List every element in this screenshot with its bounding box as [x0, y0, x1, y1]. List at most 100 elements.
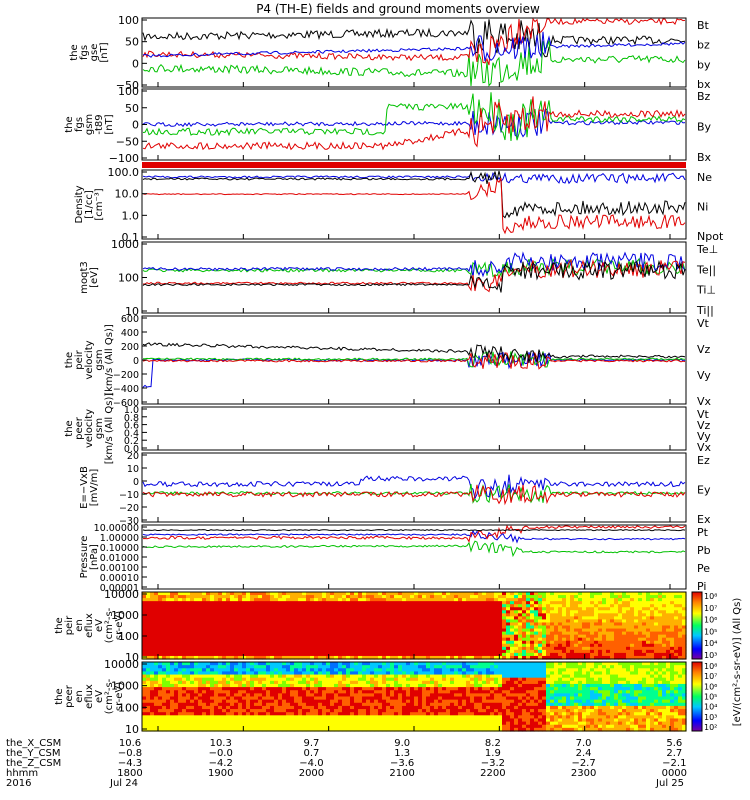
spectrogram-cell: [274, 705, 279, 710]
spectrogram-cell: [506, 619, 511, 624]
spectrogram-cell: [682, 619, 687, 624]
spectrogram-cell: [546, 592, 551, 596]
spectrogram-cell: [218, 683, 223, 688]
spectrogram-cell: [434, 616, 439, 621]
spectrogram-cell: [202, 601, 207, 605]
spectrogram-cell: [202, 671, 207, 676]
spectrogram-cell: [366, 637, 371, 642]
spectrogram-cell: [318, 610, 323, 614]
spectrogram-cell: [294, 625, 299, 630]
spectrogram-cell: [442, 662, 447, 666]
spectrogram-cell: [298, 616, 303, 621]
spectrogram-cell: [522, 634, 527, 639]
spectrogram-cell: [578, 595, 583, 599]
spectrogram-cell: [234, 699, 239, 704]
spectrogram-cell: [458, 598, 463, 602]
spectrogram-cell: [174, 705, 179, 710]
spectrogram-cell: [154, 680, 159, 685]
spectrogram-cell: [366, 592, 371, 596]
spectrogram-cell: [154, 625, 159, 630]
spectrogram-cell: [314, 595, 319, 599]
spectrogram-cell: [402, 683, 407, 688]
spectrogram-cell: [346, 712, 351, 716]
spectrogram-cell: [570, 622, 575, 627]
spectrogram-cell: [314, 662, 319, 666]
spectrogram-cell: [270, 674, 275, 679]
spectrogram-cell: [586, 643, 591, 648]
spectrogram-cell: [210, 668, 215, 673]
spectrogram-cell: [378, 709, 383, 713]
spectrogram-cell: [302, 655, 307, 660]
spectrogram-cell: [674, 601, 679, 605]
spectrogram-cell: [430, 595, 435, 599]
spectrogram-cell: [682, 631, 687, 636]
spectrogram-cell: [574, 634, 579, 639]
y-axis-label: gsm: [84, 114, 95, 135]
spectrogram-cell: [558, 610, 563, 614]
spectrogram-cell: [214, 662, 219, 666]
spectrogram-cell: [310, 705, 315, 710]
spectrogram-cell: [450, 598, 455, 602]
spectrogram-cell: [318, 604, 323, 608]
spectrogram-cell: [234, 625, 239, 630]
spectrogram-cell: [522, 607, 527, 611]
spectrogram-cell: [606, 601, 611, 605]
spectrogram-cell: [682, 601, 687, 605]
spectrogram-cell: [558, 625, 563, 630]
spectrogram-cell: [246, 604, 251, 608]
spectrogram-cell: [638, 640, 643, 645]
spectrogram-cell: [626, 655, 631, 660]
spectrogram-cell: [330, 601, 335, 605]
spectrogram-cell: [286, 665, 291, 669]
spectrogram-cell: [642, 616, 647, 621]
spectrogram-cell: [374, 616, 379, 621]
spectrogram-cell: [314, 721, 319, 726]
spectrogram-cell: [282, 674, 287, 679]
spectrogram-cell: [346, 671, 351, 676]
spectrogram-cell: [650, 607, 655, 611]
spectrogram-cell: [394, 680, 399, 685]
spectrogram-cell: [318, 690, 323, 694]
spectrogram-cell: [486, 619, 491, 624]
spectrogram-cell: [230, 628, 235, 633]
spectrogram-cell: [558, 598, 563, 602]
spectrogram-cell: [302, 604, 307, 608]
spectrogram-cell: [486, 610, 491, 614]
spectrogram-cell: [474, 601, 479, 605]
spectrogram-cell: [398, 705, 403, 710]
spectrogram-cell: [422, 705, 427, 710]
spectrogram-cell: [398, 628, 403, 633]
spectrogram-cell: [414, 631, 419, 636]
spectrogram-cell: [230, 640, 235, 645]
spectrogram-cell: [186, 592, 191, 596]
spectrogram-cell: [222, 592, 227, 596]
spectrogram-cell: [266, 699, 271, 704]
spectrogram-cell: [610, 637, 615, 642]
spectrogram-cell: [650, 604, 655, 608]
spectrogram-cell: [422, 668, 427, 673]
spectrogram-cell: [262, 709, 267, 713]
spectrogram-cell: [650, 631, 655, 636]
spectrogram-cell: [334, 655, 339, 660]
spectrogram-cell: [534, 625, 539, 630]
spectrogram-cell: [350, 712, 355, 716]
spectrogram-cell: [314, 680, 319, 685]
spectrogram-cell: [258, 690, 263, 694]
spectrogram-cell: [670, 625, 675, 630]
spectrogram-cell: [394, 715, 399, 720]
spectrogram-cell: [634, 652, 639, 657]
spectrogram-cell: [434, 640, 439, 645]
spectrogram-cell: [242, 622, 247, 627]
spectrogram-cell: [278, 625, 283, 630]
spectrogram-cell: [274, 662, 279, 666]
spectrogram-cell: [358, 622, 363, 627]
spectrogram-cell: [238, 718, 243, 723]
spectrogram-cell: [350, 598, 355, 602]
spectrogram-cell: [374, 677, 379, 682]
spectrogram-cell: [278, 643, 283, 648]
spectrogram-cell: [218, 721, 223, 726]
spectrogram-cell: [682, 634, 687, 639]
spectrogram-cell: [194, 610, 199, 614]
spectrogram-cell: [410, 671, 415, 676]
